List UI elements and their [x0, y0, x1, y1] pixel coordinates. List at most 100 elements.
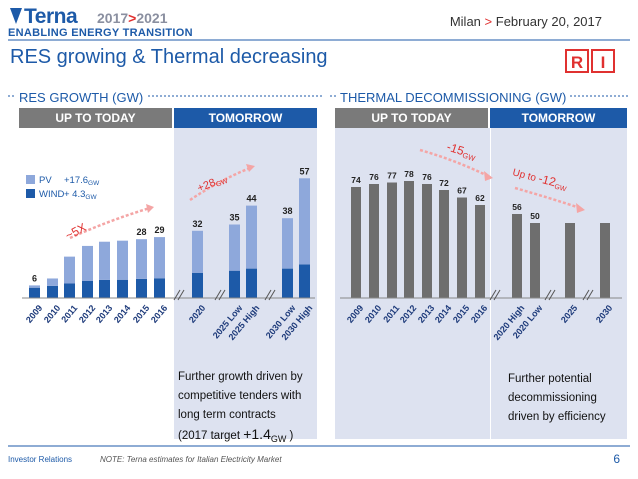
tomorrow-arrow: [189, 166, 251, 202]
tag-r: R: [565, 49, 589, 73]
tag-i: I: [591, 49, 615, 73]
bar-pv-2016: [154, 237, 165, 279]
left-footnote: Further growth driven by competitive ten…: [178, 371, 303, 444]
value-label-2015: 67: [457, 186, 467, 196]
decline-arrow: [419, 148, 489, 178]
page-title: RES growing & Thermal decreasing: [10, 46, 328, 68]
bar-pv-2009: [29, 285, 40, 288]
total-label-2016: 29: [154, 225, 164, 235]
x-label-2010: 2010: [363, 303, 384, 325]
total-label-2020: 32: [192, 219, 202, 229]
bar-thermal-2016: [475, 205, 485, 298]
bar-thermal-2012: [404, 181, 414, 298]
total-label-2015: 28: [136, 227, 146, 237]
bar-wind-2013: [99, 279, 110, 298]
right-footnote: Further potential decommissioning driven…: [508, 373, 606, 423]
growth-arrow-head: [146, 204, 154, 213]
bar-pv-2025-low: [229, 224, 240, 271]
value-label-2014: 72: [439, 178, 449, 188]
total-label-2025-low: 35: [229, 213, 239, 223]
page-number: 6: [613, 452, 620, 466]
tomorrow-arrow-head: [246, 164, 255, 172]
legend-wind-swatch: [26, 189, 35, 198]
value-label-2020-high: 56: [512, 202, 522, 212]
right-header-today: UP TO TODAY: [335, 108, 488, 128]
bar-wind-2025-low: [229, 270, 240, 298]
bar-wind-2011: [64, 283, 75, 298]
bar-pv-2010: [47, 278, 58, 286]
bar-pv-2014: [117, 240, 128, 280]
x-label-2030: 2030: [594, 303, 615, 325]
bar-pv-2030-high: [299, 178, 310, 265]
left-header-today: UP TO TODAY: [19, 108, 172, 128]
bar-wind-2020: [192, 272, 203, 298]
tomorrow-decline-note: Up to -12GW: [511, 164, 569, 193]
bar-thermal-2030: [600, 223, 610, 298]
legend-wind-label: WIND: [39, 189, 64, 200]
bar-pv-2011: [64, 256, 75, 284]
res-growth-title: RES GROWTH (GW): [16, 90, 147, 105]
bar-wind-2012: [82, 280, 93, 298]
bar-wind-2014: [117, 279, 128, 298]
growth-arrow: [69, 206, 151, 240]
bar-pv-2030-low: [282, 218, 293, 269]
bar-thermal-2009: [351, 187, 361, 298]
x-label-2011: 2011: [381, 303, 401, 324]
footer-note: NOTE: Terna estimates for Italian Electr…: [100, 455, 282, 464]
logo-years: 2017>2021: [97, 10, 168, 26]
value-label-2011: 77: [387, 171, 397, 181]
x-label-2014: 2014: [433, 303, 454, 325]
date-line: Milan > February 20, 2017: [449, 14, 602, 29]
x-label-2013: 2013: [416, 303, 437, 325]
bar-thermal-2013: [422, 184, 432, 298]
logo-name: Terna: [24, 5, 78, 28]
right-header-tomorrow: TOMORROW: [490, 108, 627, 128]
decline-note: -15GW: [445, 140, 479, 164]
decline-arrow-head: [484, 171, 493, 181]
bar-thermal-2014: [439, 190, 449, 298]
tomorrow-decline-arrow: [514, 186, 581, 210]
axis-break-marks: [173, 289, 276, 301]
legend-wind-value: + 4.3GW: [64, 189, 97, 201]
right-panel-divider: [490, 128, 491, 439]
bar-thermal-2020-low: [530, 223, 540, 298]
total-label-2009: 6: [32, 273, 37, 283]
value-label-2016: 62: [475, 193, 485, 203]
legend-pv-value: +17.6GW: [64, 175, 100, 187]
total-label-2025-high: 44: [246, 194, 256, 204]
bar-wind-2030-high: [299, 264, 310, 298]
bar-wind-2030-low: [282, 268, 293, 298]
left-header-tomorrow: TOMORROW: [174, 108, 317, 128]
value-label-2020-low: 50: [530, 211, 540, 221]
total-label-2030-high: 57: [299, 166, 309, 176]
total-label-2030-low: 38: [282, 206, 292, 216]
bar-thermal-2020-high: [512, 214, 522, 298]
legend-pv-swatch: [26, 175, 35, 184]
bar-pv-2012: [82, 245, 93, 281]
axis-break-marks-right: [489, 289, 594, 301]
x-label-2025: 2025: [559, 303, 580, 325]
value-label-2012: 78: [404, 169, 414, 179]
thermal-title: THERMAL DECOMMISSIONING (GW): [337, 90, 570, 105]
x-label-2009: 2009: [345, 303, 366, 325]
bar-thermal-2011: [387, 182, 397, 298]
bar-pv-2015: [136, 239, 147, 279]
bar-thermal-2010: [369, 184, 379, 298]
x-label-2016: 2016: [469, 303, 490, 325]
x-label-2015: 2015: [451, 303, 472, 325]
bar-wind-2016: [154, 278, 165, 298]
bar-thermal-2015: [457, 197, 467, 298]
bar-wind-2025-high: [246, 268, 257, 298]
footer-investor-relations: Investor Relations: [8, 455, 73, 464]
bar-wind-2010: [47, 285, 58, 298]
logo-subtitle: ENABLING ENERGY TRANSITION: [8, 27, 193, 39]
value-label-2013: 76: [422, 172, 432, 182]
bar-pv-2025-high: [246, 205, 257, 269]
bar-thermal-2025: [565, 223, 575, 298]
bar-wind-2015: [136, 278, 147, 298]
value-label-2009: 74: [351, 175, 361, 185]
tomorrow-decline-arrow-head: [576, 203, 585, 213]
bar-pv-2020: [192, 230, 203, 273]
